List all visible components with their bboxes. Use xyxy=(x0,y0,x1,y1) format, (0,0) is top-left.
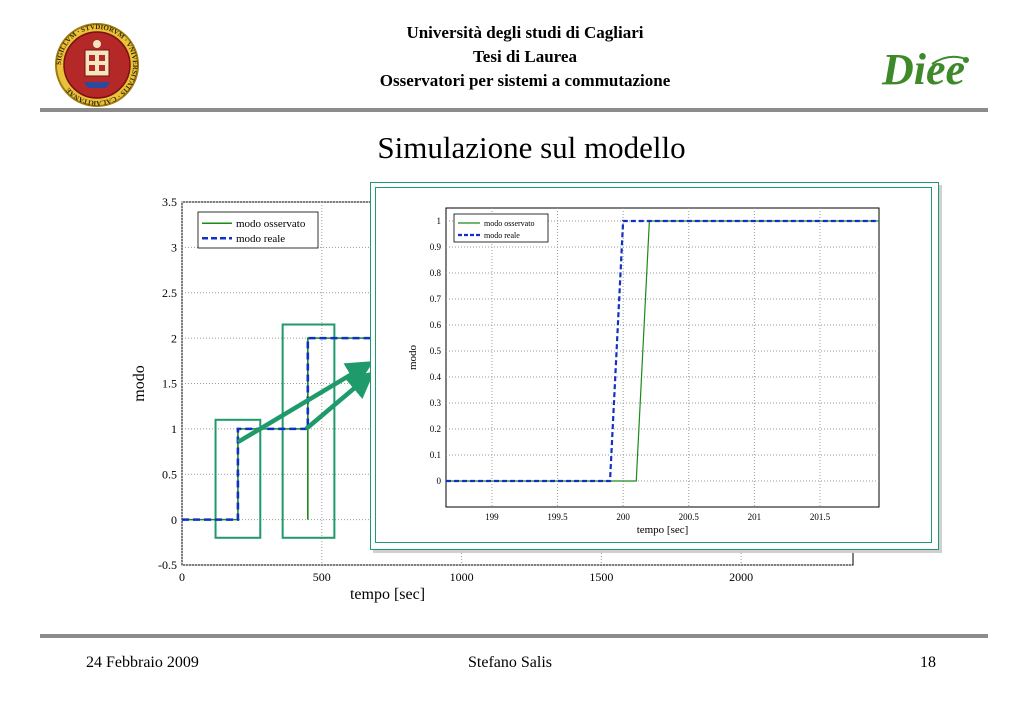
y-tick-label: 0.6 xyxy=(430,320,442,330)
y-tick-label: 0.5 xyxy=(430,346,442,356)
y-tick-label: 1.5 xyxy=(162,377,177,391)
x-tick-label: 200 xyxy=(616,512,630,522)
y-tick-label: 0.2 xyxy=(430,424,441,434)
footer-date: 24 Febbraio 2009 xyxy=(86,654,199,671)
series-line-observed xyxy=(446,220,879,482)
legend-label: modo reale xyxy=(484,231,520,240)
y-tick-label: 2.5 xyxy=(162,286,177,300)
x-axis-label: tempo [sec] xyxy=(637,524,689,536)
zoom-chart: 199 199.5 200 200.5 201 201.5 0 0.1 0.2 0.3 0.4 0.5… xyxy=(407,207,880,536)
y-tick-label: 3.5 xyxy=(162,195,177,209)
x-tick-label: 200.5 xyxy=(679,512,700,522)
header-thesis-title: Osservatori per sistemi a commutazione xyxy=(379,71,671,90)
x-tick-label: 500 xyxy=(313,570,331,584)
zoom-arrow xyxy=(304,371,375,431)
x-tick-label: 1000 xyxy=(450,570,474,584)
plot-area xyxy=(445,207,880,508)
header-subtitle: Tesi di Laurea xyxy=(473,47,577,66)
university-seal: SIGILLVM · STVDIORVM · VNIVERSITATIS · C… xyxy=(55,23,139,107)
svg-text:Diee: Diee xyxy=(881,45,965,92)
page-number: 18 xyxy=(920,654,936,671)
legend-label: modo osservato xyxy=(484,219,534,228)
x-tick-label: 199.5 xyxy=(547,512,568,522)
x-axis-label: tempo [sec] xyxy=(350,586,425,603)
x-tick-label: 201 xyxy=(748,512,762,522)
x-tick-label: 0 xyxy=(179,570,185,584)
y-axis-label: modo xyxy=(407,344,419,370)
y-tick-label: 3 xyxy=(171,241,177,255)
y-tick-label: 0.1 xyxy=(430,450,441,460)
x-tick-label: 2000 xyxy=(729,570,753,584)
legend-box xyxy=(453,213,549,243)
y-tick-label: 0.8 xyxy=(430,268,442,278)
y-tick-label: -0.5 xyxy=(158,558,177,572)
legend-label: modo osservato xyxy=(236,218,306,230)
zoom-arrow xyxy=(236,361,374,444)
legend-box xyxy=(197,211,319,249)
y-tick-label: 0 xyxy=(437,476,442,486)
x-tick-label: 201.5 xyxy=(810,512,831,522)
y-tick-label: 0.9 xyxy=(430,242,442,252)
y-tick-label: 1 xyxy=(437,216,442,226)
header-rule xyxy=(40,108,988,112)
footer-rule xyxy=(40,634,988,638)
y-tick-label: 0.4 xyxy=(430,372,442,382)
x-tick-label: 1500 xyxy=(589,570,613,584)
y-tick-label: 0.5 xyxy=(162,467,177,481)
highlight-box xyxy=(281,323,336,539)
y-tick-label: 1 xyxy=(171,422,177,436)
y-tick-label: 0 xyxy=(171,513,177,527)
y-tick-label: 0.3 xyxy=(430,398,442,408)
x-tick-label: 199 xyxy=(485,512,499,522)
series-line-real xyxy=(446,219,879,483)
legend-label: modo reale xyxy=(236,233,285,245)
footer-author: Stefano Salis xyxy=(468,654,552,671)
zoom-panel: 199 199.5 200 200.5 201 201.5 0 0.1 0.2 0.3 0.4 0.5… xyxy=(370,182,939,550)
y-tick-label: 0.7 xyxy=(430,294,442,304)
highlight-box xyxy=(214,418,262,539)
header-university: Università degli studi di Cagliari xyxy=(406,23,644,42)
slide-title: Simulazione sul modello xyxy=(377,130,686,165)
diee-logo: Diee xyxy=(881,45,969,92)
y-axis-label: modo xyxy=(131,365,148,401)
series-line-real xyxy=(182,336,378,521)
y-tick-label: 2 xyxy=(171,331,177,345)
